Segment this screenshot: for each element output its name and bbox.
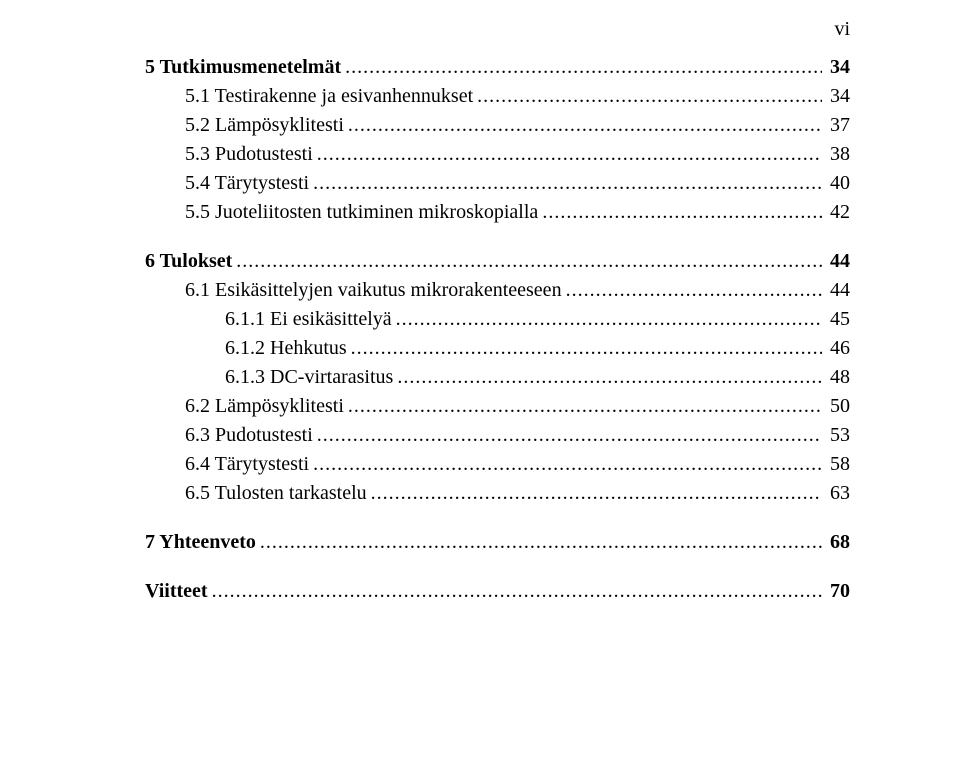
toc-label: 6.5 Tulosten tarkastelu [185, 482, 367, 505]
toc-entry: 5.4 Tärytystesti 40 [145, 172, 850, 195]
toc-page-number: 40 [826, 172, 850, 195]
toc-dot-leader [317, 424, 822, 447]
toc-label: 5.4 Tärytystesti [185, 172, 309, 195]
toc-dot-leader [317, 143, 822, 166]
toc-dot-leader [566, 279, 822, 302]
toc-dot-leader [477, 85, 822, 108]
toc-label: 6.4 Tärytystesti [185, 453, 309, 476]
toc-entry: Viitteet 70 [145, 580, 850, 603]
toc-page-number: 70 [826, 580, 850, 603]
toc-page-number: 48 [826, 366, 850, 389]
toc-page-number: 38 [826, 143, 850, 166]
toc-dot-leader [397, 366, 822, 389]
toc-entry: 6.1 Esikäsittelyjen vaikutus mikrorakent… [145, 279, 850, 302]
toc-label: 6.1.1 Ei esikäsittelyä [225, 308, 392, 331]
toc-page-number: 46 [826, 337, 850, 360]
toc-label: 6.1.3 DC-virtarasitus [225, 366, 393, 389]
toc-entry: 5.2 Lämpösyklitesti 37 [145, 114, 850, 137]
toc-entry: 6.2 Lämpösyklitesti 50 [145, 395, 850, 418]
document-page: vi 5 Tutkimusmenetelmät345.1 Testirakenn… [0, 0, 960, 761]
toc-label: 5.1 Testirakenne ja esivanhennukset [185, 85, 473, 108]
toc-page-number: 34 [826, 85, 850, 108]
toc-dot-leader [313, 453, 822, 476]
toc-label: 5.3 Pudotustesti [185, 143, 313, 166]
toc-dot-leader [371, 482, 822, 505]
toc-entry: 5 Tutkimusmenetelmät 34 [145, 56, 850, 79]
toc-page-number: 53 [826, 424, 850, 447]
toc-dot-leader [236, 250, 822, 273]
toc-label: 6.1.2 Hehkutus [225, 337, 347, 360]
toc-entry: 6 Tulokset 44 [145, 250, 850, 273]
toc-label: 5.2 Lämpösyklitesti [185, 114, 344, 137]
toc-page-number: 44 [826, 279, 850, 302]
toc-dot-leader [396, 308, 822, 331]
toc-dot-leader [345, 56, 822, 79]
toc-entry: 7 Yhteenveto 68 [145, 531, 850, 554]
toc-label: 5.5 Juoteliitosten tutkiminen mikroskopi… [185, 201, 538, 224]
toc-dot-leader [212, 580, 822, 603]
page-number: vi [834, 18, 850, 41]
toc-entry: 6.3 Pudotustesti 53 [145, 424, 850, 447]
table-of-contents: 5 Tutkimusmenetelmät345.1 Testirakenne j… [145, 56, 850, 603]
toc-label: 6.1 Esikäsittelyjen vaikutus mikrorakent… [185, 279, 562, 302]
toc-page-number: 63 [826, 482, 850, 505]
toc-page-number: 45 [826, 308, 850, 331]
toc-label: 6.2 Lämpösyklitesti [185, 395, 344, 418]
toc-entry: 6.1.3 DC-virtarasitus 48 [145, 366, 850, 389]
toc-dot-leader [260, 531, 822, 554]
toc-page-number: 68 [826, 531, 850, 554]
toc-page-number: 34 [826, 56, 850, 79]
toc-page-number: 44 [826, 250, 850, 273]
toc-dot-leader [351, 337, 822, 360]
toc-page-number: 37 [826, 114, 850, 137]
toc-entry: 5.3 Pudotustesti 38 [145, 143, 850, 166]
toc-dot-leader [542, 201, 822, 224]
toc-entry: 5.1 Testirakenne ja esivanhennukset 34 [145, 85, 850, 108]
toc-label: 6.3 Pudotustesti [185, 424, 313, 447]
toc-dot-leader [313, 172, 822, 195]
toc-entry: 6.5 Tulosten tarkastelu 63 [145, 482, 850, 505]
toc-dot-leader [348, 114, 822, 137]
toc-page-number: 42 [826, 201, 850, 224]
toc-dot-leader [348, 395, 822, 418]
toc-label: 7 Yhteenveto [145, 531, 256, 554]
toc-page-number: 58 [826, 453, 850, 476]
toc-label: 6 Tulokset [145, 250, 232, 273]
toc-entry: 6.1.2 Hehkutus 46 [145, 337, 850, 360]
toc-entry: 5.5 Juoteliitosten tutkiminen mikroskopi… [145, 201, 850, 224]
toc-page-number: 50 [826, 395, 850, 418]
toc-label: Viitteet [145, 580, 208, 603]
toc-label: 5 Tutkimusmenetelmät [145, 56, 341, 79]
toc-entry: 6.4 Tärytystesti 58 [145, 453, 850, 476]
toc-entry: 6.1.1 Ei esikäsittelyä 45 [145, 308, 850, 331]
